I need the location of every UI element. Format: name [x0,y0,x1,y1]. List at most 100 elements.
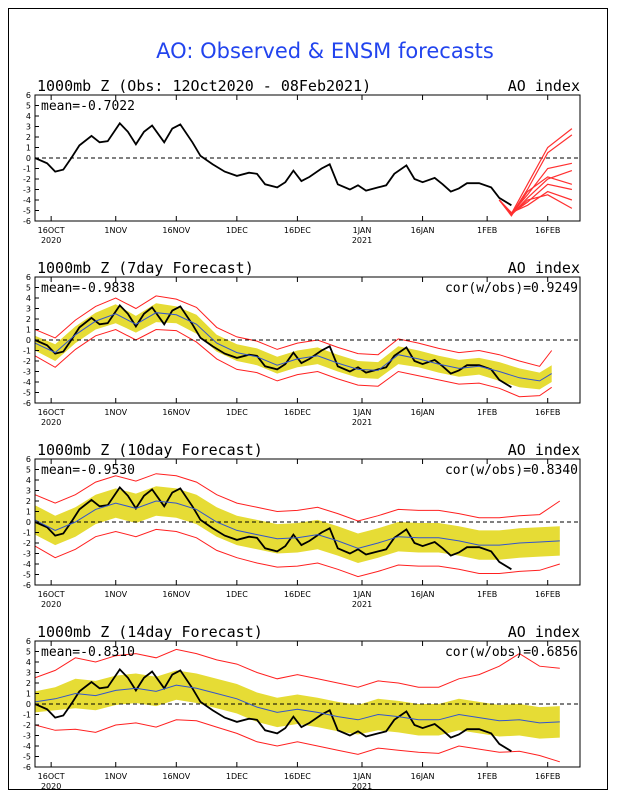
x-tick-label: 1NOV [104,408,127,417]
panel-title: 1000mb Z (Obs: 12Oct2020 - 08Feb2021) [37,77,371,95]
y-tick-label: -5 [23,207,31,216]
y-tick-label: -1 [23,529,31,538]
y-tick-label: 2 [26,497,31,506]
x-tick-label: 16JAN [411,408,435,417]
correlation-label: cor(w/obs)=0.6856 [445,645,578,660]
ensemble-min-line [35,528,560,578]
y-tick-label: -3 [23,186,31,195]
panel-index-label: AO index [508,259,580,277]
panel-title: 1000mb Z (7day Forecast) [37,259,254,277]
figure-title: AO: Observed & ENSM forecasts [156,39,494,63]
x-tick-label: 1JAN [353,226,372,235]
series-line-observed [35,121,512,207]
y-tick-label: 4 [26,294,31,303]
y-tick-label: -3 [23,550,31,559]
x-tick-year-label: 2020 [41,236,61,245]
x-tick-year-label: 2020 [41,782,61,791]
x-tick-label: 16JAN [411,226,435,235]
mean-label: mean=-0.7022 [41,99,135,114]
spread-band [35,303,552,390]
y-tick-label: -6 [23,763,31,772]
x-tick-label: 1FEB [477,590,497,599]
y-tick-label: 4 [26,112,31,121]
y-tick-label: -2 [23,175,31,184]
y-tick-label: -1 [23,711,31,720]
series-line-ensemble-mean [35,684,560,724]
mean-label: mean=-0.9838 [41,281,135,296]
x-tick-label: 16DEC [284,590,311,599]
x-tick-label: 16OCT [38,772,65,781]
x-tick-label: 16FEB [535,590,560,599]
ensemble-max-line [35,648,560,688]
x-tick-label: 16JAN [411,590,435,599]
y-tick-label: -4 [23,560,31,569]
panel-title: 1000mb Z (14day Forecast) [37,623,263,641]
plot-area [35,648,580,763]
x-tick-label: 1FEB [477,408,497,417]
ensemble-max-line [35,295,553,367]
y-tick-label: 0 [26,336,31,345]
x-tick-label: 16FEB [535,408,560,417]
y-tick-label: -4 [23,742,31,751]
x-tick-label: 16OCT [38,226,65,235]
x-tick-label: 16OCT [38,590,65,599]
x-tick-label: 1DEC [226,226,248,235]
x-tick-label: 1FEB [477,226,497,235]
panel-index-label: AO index [508,77,580,95]
forecast-member-line [498,190,573,214]
y-tick-label: 3 [26,305,31,314]
forecast-member-line [498,170,573,216]
series-line-observed [35,485,512,571]
forecast-member-line [498,183,573,215]
y-tick-label: 1 [26,144,31,153]
y-tick-label: 3 [26,123,31,132]
forecast-member-line [498,176,573,217]
y-tick-label: 5 [26,466,31,475]
y-tick-label: -1 [23,165,31,174]
x-tick-label: 16FEB [535,772,560,781]
x-tick-label: 1DEC [226,590,248,599]
y-tick-label: 1 [26,326,31,335]
y-tick-label: -4 [23,196,31,205]
y-tick-label: -5 [23,389,31,398]
figure-frame [8,8,608,790]
series-line-ensemble-mean [35,312,552,382]
correlation-label: cor(w/obs)=0.8340 [445,463,578,478]
x-tick-label: 16NOV [162,408,190,417]
plot-area [35,295,580,398]
series-line-observed [35,667,512,753]
correlation-label: cor(w/obs)=0.9249 [445,281,578,296]
x-tick-label: 1JAN [353,590,372,599]
y-tick-label: -6 [23,217,31,226]
x-tick-label: 1NOV [104,772,127,781]
x-tick-label: 16DEC [284,772,311,781]
y-tick-label: 0 [26,154,31,163]
x-tick-label: 16NOV [162,226,190,235]
x-tick-label: 1NOV [104,226,127,235]
y-tick-label: -3 [23,368,31,377]
x-tick-year-label: 2021 [352,418,372,427]
ensemble-min-line [35,328,552,398]
mean-label: mean=-0.9530 [41,463,135,478]
y-tick-label: -3 [23,732,31,741]
y-tick-label: 5 [26,102,31,111]
y-tick-label: 1 [26,508,31,517]
y-tick-label: -4 [23,378,31,387]
ensemble-max-line [35,473,561,522]
y-tick-label: 5 [26,284,31,293]
x-tick-label: 1JAN [353,408,372,417]
x-tick-label: 16NOV [162,772,190,781]
x-tick-year-label: 2021 [352,782,372,791]
x-tick-label: 16DEC [284,408,311,417]
x-tick-year-label: 2021 [352,236,372,245]
series-line-ensemble-mean [35,500,560,549]
panel-index-label: AO index [508,623,580,641]
x-tick-year-label: 2020 [41,600,61,609]
y-tick-label: 0 [26,518,31,527]
y-tick-label: -5 [23,571,31,580]
y-tick-label: 2 [26,133,31,142]
y-tick-label: 5 [26,648,31,657]
y-tick-label: -5 [23,753,31,762]
